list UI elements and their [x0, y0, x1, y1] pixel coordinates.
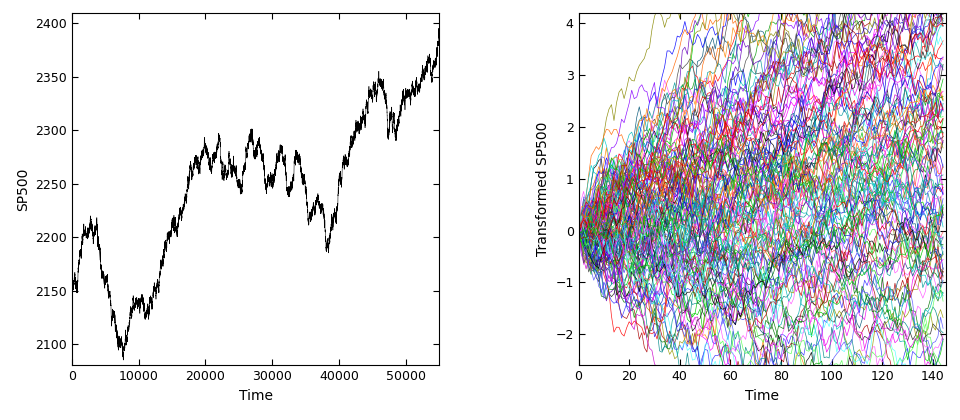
Y-axis label: SP500: SP500 [15, 167, 30, 211]
X-axis label: Time: Time [745, 389, 780, 403]
Y-axis label: Transformed SP500: Transformed SP500 [536, 122, 550, 256]
X-axis label: Time: Time [238, 389, 273, 403]
